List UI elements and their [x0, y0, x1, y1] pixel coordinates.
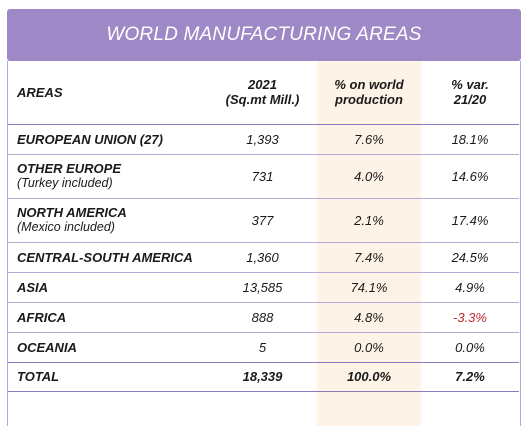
area-name: OTHER EUROPE: [17, 161, 122, 176]
table-frame: [7, 61, 521, 426]
production-value: 377: [208, 198, 317, 243]
table-row: OTHER EUROPE (Turkey included) 731 4.0% …: [8, 154, 519, 199]
area-name: AFRICA: [8, 302, 208, 333]
area-note: (Mexico included): [17, 220, 115, 234]
table-row: ASIA 13,585 74.1% 4.9%: [8, 272, 519, 303]
area-name: EUROPEAN UNION (27): [8, 124, 208, 155]
variation-value: 4.9%: [421, 272, 519, 303]
area-cell: NORTH AMERICA (Mexico included): [8, 198, 208, 243]
area-cell: OTHER EUROPE (Turkey included): [8, 154, 208, 199]
variation-value: 17.4%: [421, 198, 519, 243]
table-row: OCEANIA 5 0.0% 0.0%: [8, 332, 519, 363]
area-name: OCEANIA: [8, 332, 208, 363]
header-production: 2021 (Sq.mt Mill.): [208, 61, 317, 125]
share-value: 4.0%: [317, 154, 421, 199]
share-value: 2.1%: [317, 198, 421, 243]
total-variation: 7.2%: [421, 362, 519, 392]
header-production-line2: (Sq.mt Mill.): [225, 92, 300, 108]
header-variation: % var. 21/20: [421, 61, 519, 125]
share-value: 0.0%: [317, 332, 421, 363]
header-share-line2: production: [335, 92, 403, 108]
production-value: 5: [208, 332, 317, 363]
variation-value: 0.0%: [421, 332, 519, 363]
area-name: ASIA: [8, 272, 208, 303]
total-label: TOTAL: [8, 362, 208, 392]
table-title: WORLD MANUFACTURING AREAS: [106, 24, 422, 45]
title-bar: WORLD MANUFACTURING AREAS: [7, 9, 521, 61]
header-production-line1: 2021: [248, 77, 277, 93]
production-value: 888: [208, 302, 317, 333]
table-row: EUROPEAN UNION (27) 1,393 7.6% 18.1%: [8, 124, 519, 155]
area-note: (Turkey included): [17, 176, 113, 190]
share-value: 7.6%: [317, 124, 421, 155]
production-value: 731: [208, 154, 317, 199]
area-name: CENTRAL-SOUTH AMERICA: [8, 242, 208, 273]
header-areas: AREAS: [8, 61, 208, 125]
production-value: 1,393: [208, 124, 317, 155]
manufacturing-areas-table: AREAS 2021 (Sq.mt Mill.) % on world prod…: [8, 61, 519, 392]
variation-value: 18.1%: [421, 124, 519, 155]
variation-value: 14.6%: [421, 154, 519, 199]
header-variation-line2: 21/20: [453, 92, 487, 108]
table-row: AFRICA 888 4.8% -3.3%: [8, 302, 519, 333]
total-production: 18,339: [208, 362, 317, 392]
header-variation-line1: % var.: [451, 77, 489, 93]
table-row: NORTH AMERICA (Mexico included) 377 2.1%…: [8, 198, 519, 243]
header-row: AREAS 2021 (Sq.mt Mill.) % on world prod…: [8, 61, 519, 125]
share-value: 74.1%: [317, 272, 421, 303]
variation-value: 24.5%: [421, 242, 519, 273]
header-share: % on world production: [317, 61, 421, 125]
total-share: 100.0%: [317, 362, 421, 392]
area-name: NORTH AMERICA: [17, 205, 127, 220]
total-row: TOTAL 18,339 100.0% 7.2%: [8, 362, 519, 392]
variation-value-negative: -3.3%: [421, 302, 519, 333]
header-share-line1: % on world: [334, 77, 404, 93]
share-value: 4.8%: [317, 302, 421, 333]
share-value: 7.4%: [317, 242, 421, 273]
production-value: 13,585: [208, 272, 317, 303]
production-value: 1,360: [208, 242, 317, 273]
table-row: CENTRAL-SOUTH AMERICA 1,360 7.4% 24.5%: [8, 242, 519, 273]
